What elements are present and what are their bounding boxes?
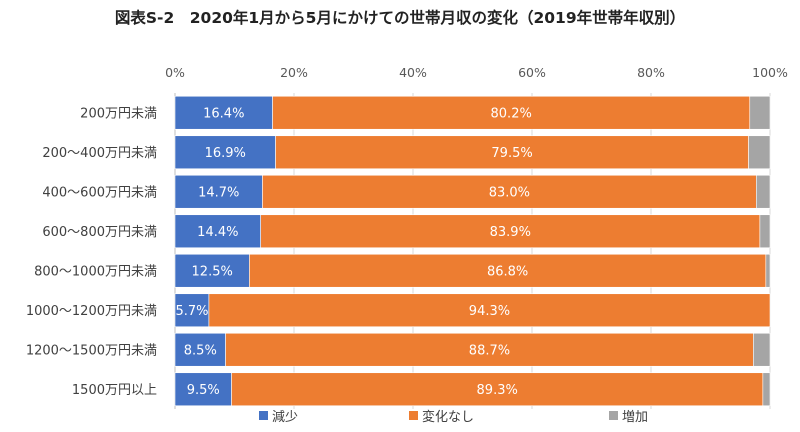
bar-segment xyxy=(262,174,757,209)
data-label: 14.7% xyxy=(198,185,239,200)
bar-segment xyxy=(759,214,771,249)
x-tick-label: 0% xyxy=(165,65,185,80)
bar-segment xyxy=(753,332,771,367)
bar-segment xyxy=(749,95,771,130)
data-label: 16.4% xyxy=(203,106,244,121)
legend-swatch xyxy=(259,411,268,420)
bar-segment xyxy=(765,253,771,288)
bar-segment xyxy=(260,214,761,249)
data-label: 79.5% xyxy=(491,146,532,161)
bar-segment xyxy=(249,253,767,288)
legend-swatch xyxy=(609,411,618,420)
category-label: 600〜800万円未満 xyxy=(42,225,157,240)
category-label: 200〜400万円未満 xyxy=(42,146,157,161)
x-tick-label: 20% xyxy=(280,65,308,80)
category-label: 800〜1000万円未満 xyxy=(34,264,157,279)
data-label: 83.0% xyxy=(489,185,530,200)
bar-segment xyxy=(225,332,754,367)
bar-segment xyxy=(275,135,749,170)
data-label: 16.9% xyxy=(205,146,246,161)
data-label: 8.5% xyxy=(184,343,217,358)
data-label: 9.5% xyxy=(187,383,220,398)
bar-segment xyxy=(231,372,764,407)
bar-segment xyxy=(174,95,273,130)
legend-swatch xyxy=(409,411,418,420)
category-label: 1200〜1500万円未満 xyxy=(26,343,157,358)
category-label: 1000〜1200万円未満 xyxy=(26,304,157,319)
bar-segment xyxy=(174,293,210,328)
legend-item: 変化なし xyxy=(409,406,474,425)
legend-label: 減少 xyxy=(272,410,299,425)
x-tick-label: 60% xyxy=(518,65,546,80)
category-label: 1500万円以上 xyxy=(72,383,157,398)
data-label: 86.8% xyxy=(487,264,528,279)
data-label: 94.3% xyxy=(469,304,510,319)
data-label: 12.5% xyxy=(192,264,233,279)
bar-segment xyxy=(174,372,232,407)
bar-segment xyxy=(174,174,263,209)
x-tick-label: 100% xyxy=(752,65,788,80)
data-label: 83.9% xyxy=(490,225,531,240)
legend-item: 増加 xyxy=(609,406,648,425)
bar-segment xyxy=(756,174,771,209)
data-label: 80.2% xyxy=(491,106,532,121)
bar-segment xyxy=(208,293,771,328)
bar-segment xyxy=(762,372,771,407)
data-label: 88.7% xyxy=(469,343,510,358)
legend-label: 変化なし xyxy=(422,410,475,425)
bar-segment xyxy=(272,95,751,130)
category-label: 200万円未満 xyxy=(80,106,157,121)
chart-title: 図表S-2 2020年1月から5月にかけての世帯月収の変化（2019年世帯年収別… xyxy=(114,9,686,27)
bar-segment xyxy=(174,135,276,170)
data-label: 5.7% xyxy=(175,304,208,319)
data-label: 14.4% xyxy=(197,225,238,240)
x-tick-label: 80% xyxy=(637,65,665,80)
bar-segment xyxy=(174,214,261,249)
x-tick-label: 40% xyxy=(399,65,427,80)
data-label: 89.3% xyxy=(477,383,518,398)
legend-item: 減少 xyxy=(259,406,298,425)
chart-legend: 減少 変化なし 増加 xyxy=(0,406,800,426)
legend-label: 増加 xyxy=(622,410,649,425)
bar-segment xyxy=(748,135,771,170)
category-label: 400〜600万円未満 xyxy=(42,185,157,200)
